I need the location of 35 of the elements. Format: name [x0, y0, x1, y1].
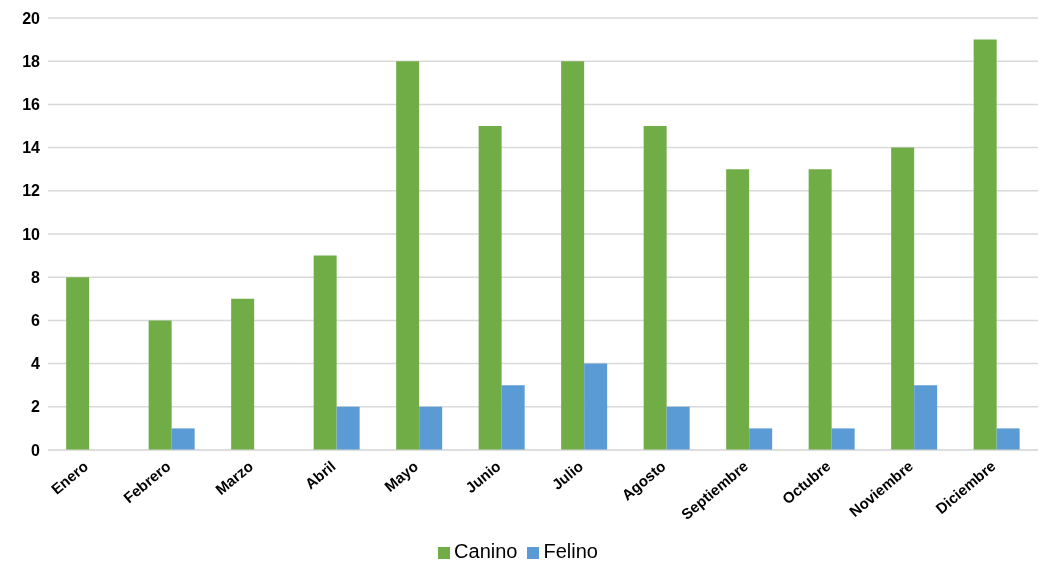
- bar: [996, 428, 1020, 450]
- bar: [66, 277, 90, 450]
- y-tick-label: 2: [31, 398, 41, 416]
- bar: [749, 428, 773, 450]
- bar: [419, 406, 443, 450]
- y-tick-label: 4: [31, 355, 41, 373]
- bar: [808, 169, 832, 450]
- y-tick-label: 14: [22, 139, 41, 157]
- bar: [336, 406, 360, 450]
- legend-label: Canino: [454, 540, 518, 562]
- y-tick-label: 18: [22, 52, 41, 70]
- bar: [478, 126, 502, 450]
- bar: [584, 363, 608, 450]
- bar: [831, 428, 855, 450]
- bar: [726, 169, 750, 450]
- bar: [231, 298, 255, 450]
- bar: [643, 126, 667, 450]
- y-tick-label: 10: [22, 225, 41, 243]
- bar: [313, 255, 337, 450]
- bar: [148, 320, 172, 450]
- y-tick-label: 8: [31, 268, 41, 286]
- y-tick-label: 12: [22, 182, 41, 200]
- y-tick-label: 16: [22, 96, 41, 114]
- legend-label: Felino: [543, 540, 598, 562]
- y-tick-label: 0: [31, 441, 41, 459]
- y-tick-label: 20: [22, 9, 41, 27]
- bar: [396, 61, 420, 450]
- bar: [891, 147, 915, 450]
- bar: [973, 39, 997, 450]
- bar: [561, 61, 585, 450]
- bar: [914, 385, 938, 450]
- bar: [171, 428, 195, 450]
- bar: [666, 406, 690, 450]
- bar: [501, 385, 525, 450]
- y-tick-label: 6: [31, 312, 41, 330]
